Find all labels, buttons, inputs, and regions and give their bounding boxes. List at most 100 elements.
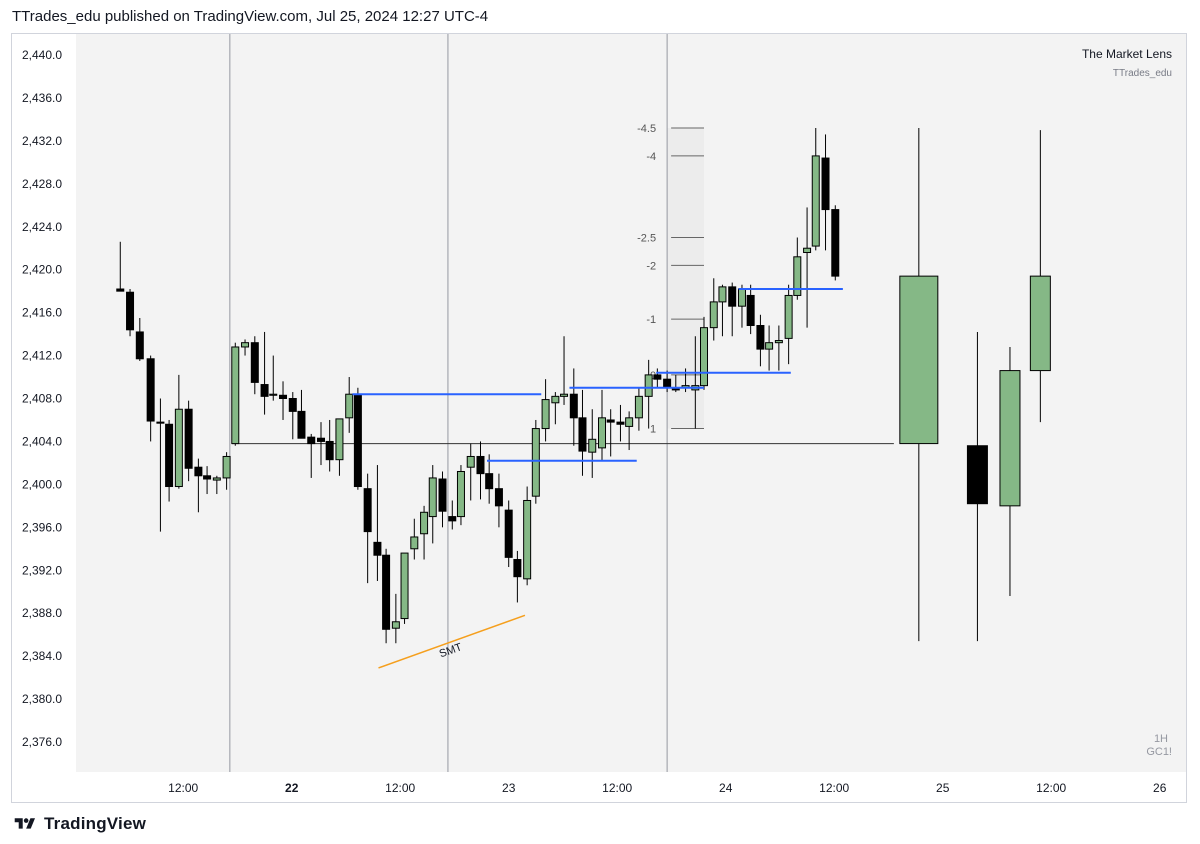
candle-body-down [194,466,203,477]
y-axis-tick-label: 2,440.0 [22,48,62,62]
candle-body-down [756,325,765,350]
y-axis-tick-label: 2,384.0 [22,649,62,663]
candle-body-down [165,423,174,488]
candle-body-up [793,256,802,296]
x-axis-tick-label: 12:00 [819,781,849,795]
fib-level-label: 1 [650,424,656,436]
candle-body-down [184,408,193,469]
candle-body-up [456,470,465,518]
fib-level-label: -2.5 [637,232,656,244]
y-axis-tick-label: 2,408.0 [22,392,62,406]
footer: TradingView [12,814,146,834]
y-axis-tick-label: 2,380.0 [22,692,62,706]
fib-level-label: -2 [646,260,656,272]
candle-body-up [598,417,607,449]
candle-body-down [203,475,212,480]
candle-body-up [428,477,437,518]
fib-level-label: -4.5 [637,123,656,135]
x-axis-tick-label: 24 [719,781,733,795]
candle-body-down [831,209,840,277]
candle-body-down [448,516,457,522]
candle-body-up [420,511,429,535]
candle-body-down [146,358,155,422]
x-axis-tick-label: 22 [285,781,299,795]
x-axis-tick-label: 23 [502,781,516,795]
candle-body-up [718,286,727,303]
y-axis-tick-label: 2,396.0 [22,520,62,534]
candle-body-up [737,288,746,307]
candle-body-up [345,393,354,419]
candle-body-up [700,327,708,387]
y-axis-tick-label: 2,404.0 [22,434,62,448]
candle-body-down [116,288,125,292]
tradingview-brand[interactable]: TradingView [44,814,147,833]
x-axis-tick-label: 12:00 [385,781,415,795]
candle-body-up [774,340,783,344]
candle-body-down [438,478,447,512]
candle-body-up [410,536,419,550]
candle-body-down [382,554,391,630]
tradingview-logo-icon[interactable] [12,816,38,832]
candle-body-up [541,399,550,430]
candle-body-down [653,374,662,380]
candle-body-up [899,275,939,445]
symbol-label: GC1! [1146,746,1172,758]
chart-title: The Market Lens [1082,47,1172,61]
fib-level-label: 0 [650,370,656,382]
y-axis-tick-label: 2,432.0 [22,134,62,148]
y-axis-tick-label: 2,420.0 [22,263,62,277]
candle-body-up [335,418,344,461]
candle-body-up [400,552,409,620]
x-axis-tick-label: 26 [1153,781,1167,795]
candle-body-down [353,393,362,488]
candle-body-down [135,331,144,360]
candle-body-up [709,301,718,329]
candle-body-down [325,440,334,461]
candle-body-down [476,455,485,475]
candle-body-down [363,488,372,533]
candle-body-up [560,393,569,397]
y-axis-tick-label: 2,376.0 [22,735,62,749]
candle-body-down [485,473,494,490]
candle-body-down [494,488,503,507]
candle-body-up [523,499,532,580]
x-axis-tick-label: 12:00 [1036,781,1066,795]
candle-body-down [616,421,625,425]
y-axis-tick-label: 2,436.0 [22,91,62,105]
chart-subtitle: TTrades_edu [1113,68,1172,79]
candle-body-up [784,294,793,339]
candle-body-up [644,374,653,397]
candle-body-up [269,393,278,396]
candle-body-down [279,394,288,400]
candle-body-up [222,455,231,479]
y-axis-tick-label: 2,392.0 [22,563,62,577]
y-axis-tick-label: 2,416.0 [22,306,62,320]
y-axis-tick-label: 2,428.0 [22,177,62,191]
candle-body-down [606,419,615,423]
candle-body-down [250,342,259,383]
candle-body-up [634,395,643,419]
candle-body-up [625,417,634,427]
candle-body-up [803,247,812,254]
candle-body-up [466,455,475,468]
candle-body-down [297,410,306,439]
candle-body-up [231,346,240,445]
candle-body-up [1029,275,1051,372]
smt-divergence-line [378,614,526,669]
y-axis-tick-label: 2,388.0 [22,606,62,620]
candle-body-down [316,437,325,442]
candle-body-down [307,436,316,445]
candle-body-up [765,342,774,350]
fib-level-label: -1 [646,314,656,326]
candle-body-down [504,509,513,558]
candle-body-up [391,621,400,629]
candle-body-down [578,417,587,452]
y-axis-tick-label: 2,424.0 [22,220,62,234]
candle-body-up [241,342,250,348]
candle-body-down [513,559,522,578]
candle-body-down [569,393,578,419]
candle-body-down [260,384,269,397]
y-axis-tick-label: 2,400.0 [22,477,62,491]
candle-body-down [126,291,135,331]
